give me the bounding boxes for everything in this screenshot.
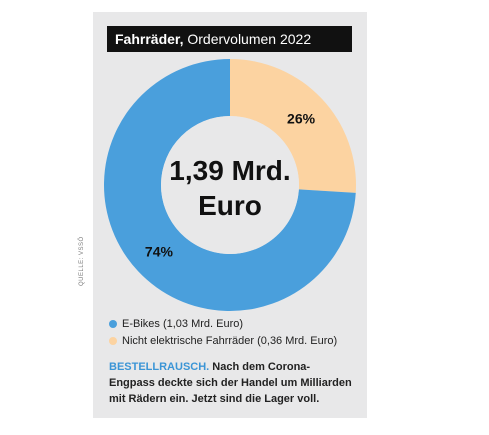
donut-center: [161, 116, 299, 254]
legend-item-non-electric: Nicht elektrische Fahrräder (0,36 Mrd. E…: [109, 333, 337, 349]
center-total-unit: Euro: [198, 190, 262, 221]
legend-label-non-electric: Nicht elektrische Fahrräder (0,36 Mrd. E…: [122, 335, 338, 347]
caption-body: Nach dem Corona-Engpass deckte sich der …: [109, 361, 352, 405]
donut-label-e-bikes: 74%: [145, 244, 174, 260]
donut-label-nicht-elektrische-fahrr-der: 26%: [287, 110, 316, 126]
caption-headline: BESTELLRAUSCH.: [109, 361, 210, 373]
legend-label-ebikes: E-Bikes (1,03 Mrd. Euro): [122, 318, 244, 330]
legend-item-ebikes: E-Bikes (1,03 Mrd. Euro): [109, 316, 243, 332]
legend-swatch-ebikes: [109, 320, 117, 328]
caption: BESTELLRAUSCH. Nach dem Corona-Engpass d…: [109, 359, 354, 407]
donut-slice-e-bikes: [104, 59, 356, 311]
title-sub: Ordervolumen 2022: [187, 31, 312, 47]
donut-slice-nicht-elektrische-fahrr-der: [230, 59, 356, 193]
chart-title: Fahrräder, Ordervolumen 2022: [107, 26, 352, 52]
title-separator: ,: [179, 31, 184, 47]
source-label: QUELLE: VSSÖ: [79, 236, 85, 286]
title-main: Fahrräder: [115, 31, 180, 47]
legend-swatch-non-electric: [109, 337, 117, 345]
center-total-value: 1,39 Mrd.: [169, 155, 290, 186]
